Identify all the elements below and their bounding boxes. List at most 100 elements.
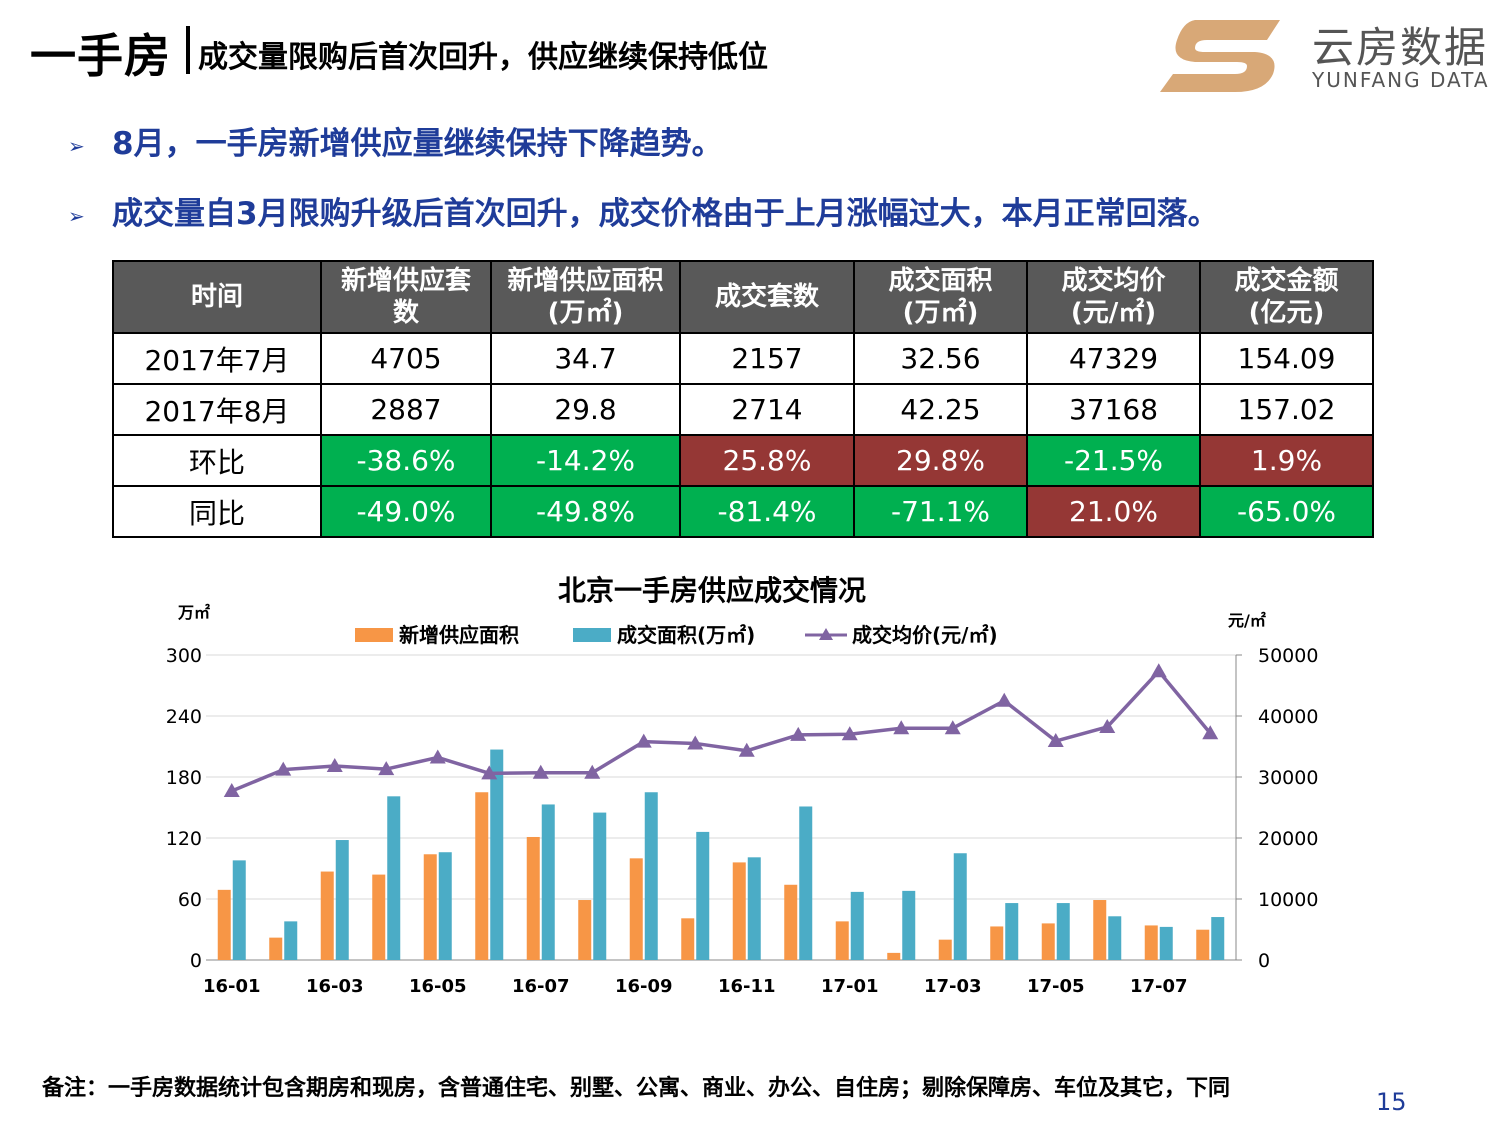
table-row: 2017年8月 2887 29.8 2714 42.25 37168 157.0… [112, 383, 1374, 436]
y2-tick-label: 30000 [1258, 767, 1318, 789]
y-tick-label: 120 [166, 828, 202, 850]
bullet-1: ➢ 8月，一手房新增供应量继续保持下降趋势。 [68, 118, 723, 163]
legend-swatch-0 [355, 628, 393, 642]
bar-new-supply-area [1144, 925, 1158, 960]
point-avg-price [584, 764, 601, 779]
y-tick-label: 300 [166, 645, 202, 667]
bar-new-supply-area [784, 884, 798, 960]
bar-new-supply-area [578, 900, 592, 960]
y-tick-label: 0 [190, 950, 202, 972]
y-tick-label: 60 [178, 889, 202, 911]
point-avg-price [275, 761, 292, 776]
point-avg-price [687, 735, 704, 750]
logo-text-en: YUNFANG DATA [1312, 68, 1490, 92]
point-avg-price [996, 692, 1013, 707]
page-number: 15 [1376, 1088, 1407, 1116]
point-avg-price [738, 742, 755, 757]
table-cell-decrease: -38.6% [320, 434, 492, 487]
point-avg-price [223, 783, 240, 798]
col-header-time: 时间 [112, 260, 322, 334]
x-tick-label: 17-07 [1130, 976, 1188, 997]
bar-deal-area [438, 852, 452, 960]
bar-deal-area [1211, 917, 1225, 960]
bar-deal-area [747, 857, 761, 960]
point-avg-price [944, 720, 961, 735]
bar-deal-area [593, 812, 607, 960]
point-avg-price [841, 726, 858, 741]
table-cell: 2017年7月 [112, 332, 322, 385]
bar-new-supply-area [1093, 900, 1107, 960]
point-avg-price [532, 764, 549, 779]
table-cell: 42.25 [853, 383, 1028, 436]
table-cell-decrease: -71.1% [853, 485, 1028, 538]
bullet-1-text: 8月，一手房新增供应量继续保持下降趋势。 [112, 126, 723, 162]
table-cell: 2157 [679, 332, 855, 385]
point-avg-price [790, 726, 807, 741]
bar-deal-area [850, 891, 864, 960]
bar-new-supply-area [372, 874, 386, 960]
table-cell-increase: 25.8% [679, 434, 855, 487]
point-avg-price [378, 761, 395, 776]
table-cell: 同比 [112, 485, 322, 538]
bar-new-supply-area [732, 862, 746, 960]
bar-deal-area [541, 804, 555, 960]
bar-new-supply-area [938, 939, 952, 960]
table-cell: 2887 [320, 383, 492, 436]
bullet-2-text: 成交量自3月限购升级后首次回升，成交价格由于上月涨幅过大，本月正常回落。 [112, 196, 1219, 232]
footnote: 备注：一手房数据统计包含期房和现房，含普通住宅、别墅、公寓、商业、办公、自住房；… [42, 1076, 1231, 1101]
table-cell: 环比 [112, 434, 322, 487]
bar-new-supply-area [269, 937, 283, 960]
table-cell-increase: 29.8% [853, 434, 1028, 487]
bar-new-supply-area [835, 921, 849, 960]
bar-new-supply-area [526, 836, 540, 960]
bar-deal-area [1056, 903, 1070, 960]
y-tick-label: 180 [166, 767, 202, 789]
table-cell: 29.8 [490, 383, 681, 436]
bar-new-supply-area [681, 918, 695, 960]
point-avg-price [429, 749, 446, 764]
table-cell-decrease: -14.2% [490, 434, 681, 487]
col-header-deal-amount: 成交金额 (亿元) [1199, 260, 1374, 334]
table-cell: 32.56 [853, 332, 1028, 385]
legend-swatch-1 [573, 628, 611, 642]
table-cell-decrease: -49.8% [490, 485, 681, 538]
x-tick-label: 17-01 [821, 976, 879, 997]
bar-deal-area [490, 749, 504, 960]
table-cell-increase: 21.0% [1026, 485, 1201, 538]
x-tick-label: 16-09 [615, 976, 673, 997]
x-tick-label: 16-01 [203, 976, 261, 997]
table-cell: 47329 [1026, 332, 1201, 385]
table-cell: 154.09 [1199, 332, 1374, 385]
table-cell-decrease: -65.0% [1199, 485, 1374, 538]
bar-deal-area [335, 840, 349, 960]
x-tick-label: 16-07 [512, 976, 570, 997]
point-avg-price [635, 733, 652, 748]
table-cell: 2714 [679, 383, 855, 436]
bullet-2: ➢ 成交量自3月限购升级后首次回升，成交价格由于上月涨幅过大，本月正常回落。 [68, 188, 1219, 233]
y2-tick-label: 10000 [1258, 889, 1318, 911]
table-cell-decrease: -21.5% [1026, 434, 1201, 487]
yunfang-logo-icon [1160, 20, 1280, 92]
table-header-row: 时间 新增供应套数 新增供应面积 (万㎡) 成交套数 成交面积 (万㎡) 成交均价(… [112, 260, 1374, 334]
bar-deal-area [644, 792, 658, 960]
y-tick-label: 240 [166, 706, 202, 728]
x-tick-label: 16-05 [409, 976, 467, 997]
page-subtitle: 成交量限购后首次回升，供应继续保持低位 [198, 40, 768, 75]
y2-tick-label: 50000 [1258, 645, 1318, 667]
table-cell-decrease: -49.0% [320, 485, 492, 538]
point-avg-price [1150, 663, 1167, 678]
arrow-bullet-icon: ➢ [68, 203, 85, 228]
bar-deal-area [953, 853, 967, 960]
col-header-new-supply-units: 新增供应套数 [320, 260, 492, 334]
logo-text-cn: 云房数据 [1312, 23, 1489, 72]
point-avg-price [481, 765, 498, 780]
bar-new-supply-area [1196, 929, 1210, 960]
y-axis-unit-label: 万㎡ [177, 603, 210, 622]
arrow-bullet-icon: ➢ [68, 133, 85, 158]
col-header-avg-price: 成交均价 (元/㎡) [1026, 260, 1201, 334]
legend-marker-2 [819, 628, 833, 640]
table-cell: 34.7 [490, 332, 681, 385]
legend-label-1: 成交面积(万㎡) [617, 623, 755, 647]
table-row-mom: 环比 -38.6% -14.2% 25.8% 29.8% -21.5% 1.9% [112, 434, 1374, 487]
